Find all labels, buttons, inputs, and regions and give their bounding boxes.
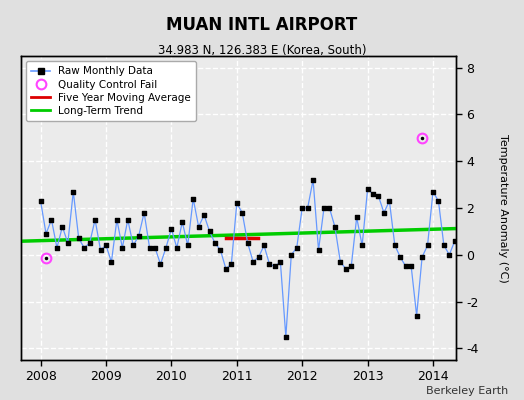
Point: [222, 266, 230, 272]
Point: [374, 193, 383, 200]
Point: [200, 212, 208, 218]
Point: [167, 226, 176, 232]
Point: [325, 205, 334, 211]
Point: [385, 198, 394, 204]
Point: [194, 224, 203, 230]
Point: [91, 216, 99, 223]
Point: [423, 242, 432, 249]
Point: [118, 244, 126, 251]
Point: [303, 205, 312, 211]
Point: [233, 200, 241, 206]
Point: [124, 216, 132, 223]
Point: [145, 244, 154, 251]
Text: 34.983 N, 126.383 E (Korea, South): 34.983 N, 126.383 E (Korea, South): [158, 44, 366, 57]
Point: [440, 242, 448, 249]
Point: [429, 188, 437, 195]
Point: [183, 242, 192, 249]
Point: [216, 247, 225, 253]
Point: [391, 242, 399, 249]
Point: [74, 235, 83, 242]
Point: [407, 263, 416, 270]
Point: [265, 261, 274, 267]
Point: [369, 191, 377, 197]
Point: [473, 219, 481, 225]
Point: [129, 242, 137, 249]
Point: [401, 263, 410, 270]
Point: [135, 233, 143, 239]
Point: [96, 247, 105, 253]
Point: [85, 240, 94, 246]
Point: [227, 261, 235, 267]
Point: [331, 224, 339, 230]
Point: [451, 238, 459, 244]
Point: [58, 224, 67, 230]
Point: [113, 216, 121, 223]
Point: [189, 196, 198, 202]
Point: [260, 242, 268, 249]
Point: [271, 263, 279, 270]
Point: [47, 216, 56, 223]
Point: [298, 205, 307, 211]
Point: [478, 226, 486, 232]
Point: [412, 312, 421, 319]
Point: [211, 240, 219, 246]
Point: [462, 240, 470, 246]
Point: [434, 198, 443, 204]
Point: [456, 249, 464, 256]
Point: [489, 226, 497, 232]
Point: [353, 214, 361, 220]
Point: [140, 210, 148, 216]
Point: [483, 230, 492, 237]
Point: [364, 186, 372, 192]
Point: [336, 258, 344, 265]
Point: [467, 244, 475, 251]
Point: [205, 228, 214, 234]
Point: [178, 219, 187, 225]
Point: [151, 244, 159, 251]
Point: [69, 188, 78, 195]
Point: [347, 263, 355, 270]
Text: Berkeley Earth: Berkeley Earth: [426, 386, 508, 396]
Point: [254, 254, 263, 260]
Point: [42, 230, 50, 237]
Point: [380, 210, 388, 216]
Point: [320, 205, 328, 211]
Point: [281, 334, 290, 340]
Point: [445, 252, 454, 258]
Point: [36, 198, 45, 204]
Point: [249, 258, 257, 265]
Point: [418, 254, 427, 260]
Text: MUAN INTL AIRPORT: MUAN INTL AIRPORT: [167, 16, 357, 34]
Point: [276, 258, 285, 265]
Y-axis label: Temperature Anomaly (°C): Temperature Anomaly (°C): [498, 134, 508, 282]
Point: [358, 242, 366, 249]
Point: [102, 242, 110, 249]
Point: [287, 252, 296, 258]
Point: [309, 177, 317, 183]
Point: [156, 261, 165, 267]
Point: [314, 247, 323, 253]
Point: [396, 254, 405, 260]
Point: [53, 244, 61, 251]
Point: [162, 244, 170, 251]
Point: [244, 240, 252, 246]
Point: [238, 210, 246, 216]
Point: [107, 258, 116, 265]
Point: [80, 244, 89, 251]
Point: [342, 266, 350, 272]
Legend: Raw Monthly Data, Quality Control Fail, Five Year Moving Average, Long-Term Tren: Raw Monthly Data, Quality Control Fail, …: [26, 61, 196, 121]
Point: [172, 244, 181, 251]
Point: [292, 244, 301, 251]
Point: [63, 240, 72, 246]
